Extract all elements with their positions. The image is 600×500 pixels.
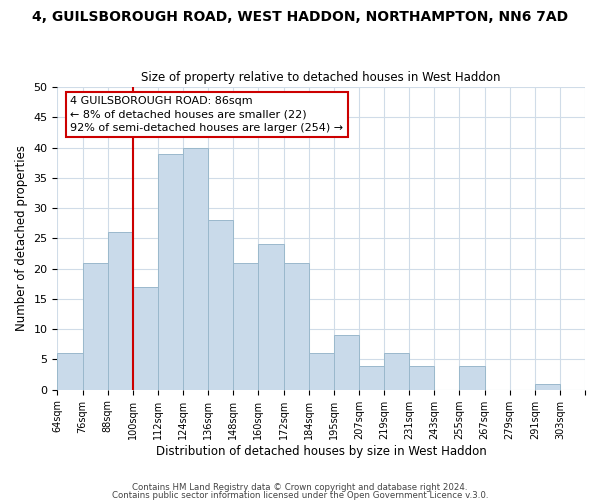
Title: Size of property relative to detached houses in West Haddon: Size of property relative to detached ho… — [142, 72, 501, 85]
Bar — [460, 366, 485, 390]
Text: 4, GUILSBOROUGH ROAD, WEST HADDON, NORTHAMPTON, NN6 7AD: 4, GUILSBOROUGH ROAD, WEST HADDON, NORTH… — [32, 10, 568, 24]
Bar — [133, 287, 158, 390]
Bar — [183, 148, 208, 390]
Bar — [384, 354, 409, 390]
Bar — [158, 154, 183, 390]
Bar — [308, 354, 334, 390]
Text: Contains public sector information licensed under the Open Government Licence v.: Contains public sector information licen… — [112, 490, 488, 500]
Bar — [83, 262, 107, 390]
X-axis label: Distribution of detached houses by size in West Haddon: Distribution of detached houses by size … — [156, 444, 487, 458]
Bar — [233, 262, 259, 390]
Bar — [284, 262, 308, 390]
Bar — [535, 384, 560, 390]
Bar — [409, 366, 434, 390]
Bar — [334, 335, 359, 390]
Bar — [107, 232, 133, 390]
Bar — [208, 220, 233, 390]
Text: 4 GUILSBOROUGH ROAD: 86sqm
← 8% of detached houses are smaller (22)
92% of semi-: 4 GUILSBOROUGH ROAD: 86sqm ← 8% of detac… — [70, 96, 343, 132]
Bar — [359, 366, 384, 390]
Text: Contains HM Land Registry data © Crown copyright and database right 2024.: Contains HM Land Registry data © Crown c… — [132, 484, 468, 492]
Y-axis label: Number of detached properties: Number of detached properties — [15, 146, 28, 332]
Bar — [58, 354, 83, 390]
Bar — [259, 244, 284, 390]
